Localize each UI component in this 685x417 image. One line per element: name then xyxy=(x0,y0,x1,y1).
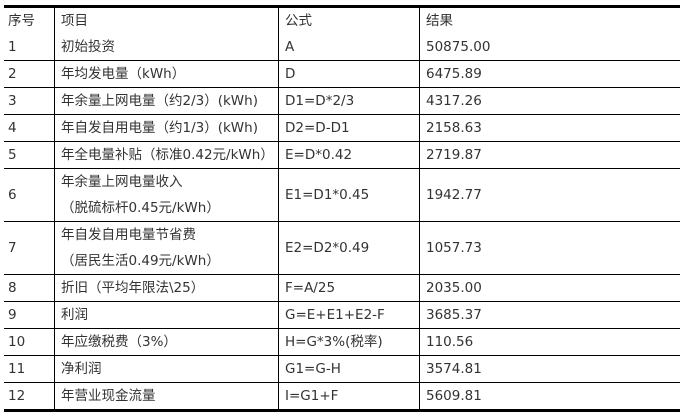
table-row: 5 年全电量补贴（标准0.42元/kWh） E=D*0.42 2719.87 xyxy=(4,141,680,169)
cell-formula: G1=G-H xyxy=(278,355,420,383)
cell-item: 年自发自用电量节省费 （居民生活0.49元/kWh） xyxy=(54,221,279,275)
cell-item-line: 年自发自用电量节省费 xyxy=(61,227,196,243)
cell-formula: F=A/25 xyxy=(278,274,420,302)
cell-formula: D1=D*2/3 xyxy=(278,87,420,115)
cell-result: 5609.81 xyxy=(419,382,680,411)
table-row: 9 利润 G=E+E1+E2-F 3685.37 xyxy=(4,301,680,329)
header-result: 结果 xyxy=(419,6,680,34)
cell-item: 年自发自用电量（约1/3）(kWh) xyxy=(54,114,279,142)
cell-result: 110.56 xyxy=(419,328,680,356)
cell-no: 3 xyxy=(4,87,55,115)
cell-item-line: 净利润 xyxy=(61,361,102,377)
table-row: 6 年余量上网电量收入 （脱硫标杆0.45元/kWh） E1=D1*0.45 1942.… xyxy=(4,168,680,222)
cell-result: 2719.87 xyxy=(419,141,680,169)
header-no: 序号 xyxy=(8,13,35,29)
table-row: 2 年均发电量（kWh） D 6475.89 xyxy=(4,60,680,88)
cell-formula: E2=D2*0.49 xyxy=(278,221,420,275)
cell-formula: A xyxy=(278,34,420,61)
cell-item-line: 利润 xyxy=(61,307,88,323)
table-row: 8 折旧（平均年限法\25） F=A/25 2035.00 xyxy=(4,274,680,302)
cell-formula: D2=D-D1 xyxy=(278,114,420,142)
cell-no: 7 xyxy=(4,221,55,275)
cell-item: 净利润 xyxy=(54,355,279,383)
table-row: 3 年余量上网电量（约2/3）(kWh) D1=D*2/3 4317.26 xyxy=(4,87,680,115)
cell-formula: E1=D1*0.45 xyxy=(278,168,420,222)
cell-no: 11 xyxy=(4,355,55,383)
cell-result: 3685.37 xyxy=(419,301,680,329)
cell-item: 年营业现金流量 xyxy=(54,382,279,411)
table-row: 4 年自发自用电量（约1/3）(kWh) D2=D-D1 2158.63 xyxy=(4,114,680,142)
cell-formula: D xyxy=(278,60,420,88)
header-row: 序号 项目 公式 结果 xyxy=(4,6,680,34)
cell-result: 6475.89 xyxy=(419,60,680,88)
cell-item-line: 初始投资 xyxy=(61,39,115,55)
cell-no: 1 xyxy=(4,34,55,61)
cell-item: 年应缴税费（3%） xyxy=(54,328,279,356)
cell-no: 5 xyxy=(4,141,55,169)
cell-no: 2 xyxy=(4,60,55,88)
cell-item-line: （居民生活0.49元/kWh） xyxy=(61,253,220,269)
cell-item-line: 年余量上网电量（约2/3）(kWh) xyxy=(61,93,258,109)
header-item: 项目 xyxy=(54,6,279,34)
cell-item: 折旧（平均年限法\25） xyxy=(54,274,279,302)
cell-result: 4317.26 xyxy=(419,87,680,115)
cell-result: 1942.77 xyxy=(419,168,680,222)
data-table: 序号 项目 公式 结果 1 初始投资 A 50875.00 2 年均发电量（kWh） D 64… xyxy=(4,5,680,412)
cell-no: 4 xyxy=(4,114,55,142)
cell-item: 利润 xyxy=(54,301,279,329)
cell-item-line: 折旧（平均年限法\25） xyxy=(61,280,205,296)
cell-item: 初始投资 xyxy=(54,34,279,61)
cell-item: 年全电量补贴（标准0.42元/kWh） xyxy=(54,141,279,169)
cell-item: 年余量上网电量（约2/3）(kWh) xyxy=(54,87,279,115)
cell-formula: H=G*3%(税率) xyxy=(278,328,420,356)
cell-result: 2035.00 xyxy=(419,274,680,302)
cell-item: 年均发电量（kWh） xyxy=(54,60,279,88)
cell-no: 10 xyxy=(4,328,55,356)
table-row: 12 年营业现金流量 I=G1+F 5609.81 xyxy=(4,382,680,411)
cell-no: 12 xyxy=(8,388,26,404)
cell-formula: G=E+E1+E2-F xyxy=(278,301,420,329)
cell-item-line: 年应缴税费（3%） xyxy=(61,334,177,350)
cell-formula: E=D*0.42 xyxy=(278,141,420,169)
cell-item-line: 年营业现金流量 xyxy=(61,388,156,404)
cell-item: 年余量上网电量收入 （脱硫标杆0.45元/kWh） xyxy=(54,168,279,222)
cell-item-line: 年自发自用电量（约1/3）(kWh) xyxy=(61,120,258,136)
cell-no: 9 xyxy=(4,301,55,329)
cell-result: 50875.00 xyxy=(419,34,680,61)
header-formula: 公式 xyxy=(278,6,420,34)
cell-item-line: 年全电量补贴（标准0.42元/kWh） xyxy=(61,147,274,163)
table-row: 10 年应缴税费（3%） H=G*3%(税率) 110.56 xyxy=(4,328,680,356)
cell-item-line: （脱硫标杆0.45元/kWh） xyxy=(61,200,220,216)
cell-item-line: 年均发电量（kWh） xyxy=(61,66,186,82)
cell-result: 1057.73 xyxy=(419,221,680,275)
table-row: 7 年自发自用电量节省费 （居民生活0.49元/kWh） E2=D2*0.49 1057… xyxy=(4,221,680,275)
cell-item-line: 年余量上网电量收入 xyxy=(61,174,183,190)
cell-no: 6 xyxy=(4,168,55,222)
cell-result: 2158.63 xyxy=(419,114,680,142)
cell-result: 3574.81 xyxy=(419,355,680,383)
cell-formula: I=G1+F xyxy=(278,382,420,411)
cell-no: 8 xyxy=(4,274,55,302)
table-row: 1 初始投资 A 50875.00 xyxy=(4,34,680,61)
table-row: 11 净利润 G1=G-H 3574.81 xyxy=(4,355,680,383)
